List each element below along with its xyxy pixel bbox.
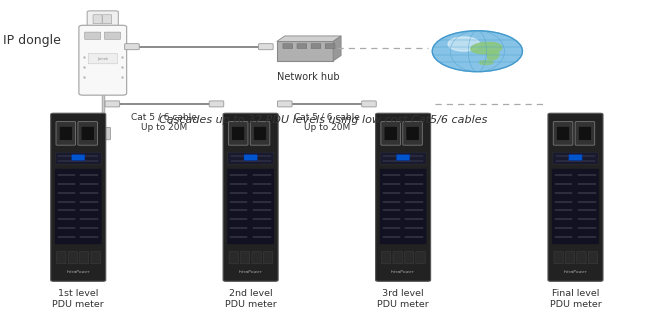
FancyBboxPatch shape	[81, 126, 94, 141]
FancyBboxPatch shape	[578, 126, 591, 141]
FancyBboxPatch shape	[95, 128, 111, 140]
FancyBboxPatch shape	[80, 252, 89, 264]
Ellipse shape	[479, 60, 493, 64]
Ellipse shape	[471, 42, 502, 54]
Text: IntraPower: IntraPower	[391, 270, 415, 274]
FancyBboxPatch shape	[56, 252, 66, 264]
FancyBboxPatch shape	[68, 252, 78, 264]
FancyBboxPatch shape	[244, 155, 257, 160]
FancyBboxPatch shape	[396, 155, 410, 160]
Text: Network hub: Network hub	[277, 72, 339, 82]
FancyBboxPatch shape	[575, 122, 595, 145]
FancyBboxPatch shape	[569, 155, 582, 160]
FancyBboxPatch shape	[375, 113, 431, 281]
FancyBboxPatch shape	[361, 101, 376, 107]
FancyBboxPatch shape	[404, 252, 414, 264]
FancyBboxPatch shape	[552, 169, 599, 244]
FancyBboxPatch shape	[393, 252, 402, 264]
Polygon shape	[276, 36, 341, 41]
FancyBboxPatch shape	[79, 25, 127, 95]
Circle shape	[448, 37, 479, 51]
FancyBboxPatch shape	[55, 152, 101, 165]
Circle shape	[432, 31, 522, 72]
Text: IntraPower: IntraPower	[239, 270, 263, 274]
Text: IntraPower: IntraPower	[66, 270, 90, 274]
Text: 1st level
PDU meter: 1st level PDU meter	[52, 289, 104, 309]
Circle shape	[432, 31, 522, 72]
FancyBboxPatch shape	[56, 122, 76, 145]
FancyBboxPatch shape	[125, 44, 139, 50]
FancyBboxPatch shape	[277, 101, 292, 107]
FancyBboxPatch shape	[384, 126, 397, 141]
FancyBboxPatch shape	[103, 15, 111, 24]
Ellipse shape	[487, 51, 499, 60]
FancyBboxPatch shape	[227, 152, 274, 165]
FancyBboxPatch shape	[241, 252, 250, 264]
FancyBboxPatch shape	[577, 252, 586, 264]
FancyBboxPatch shape	[276, 41, 333, 61]
Text: 2nd level
PDU meter: 2nd level PDU meter	[225, 289, 276, 309]
Text: Cat 5 / 6 cable
Up to 20M: Cat 5 / 6 cable Up to 20M	[131, 113, 198, 132]
FancyBboxPatch shape	[548, 113, 603, 281]
FancyBboxPatch shape	[403, 122, 422, 145]
Text: Cat 5 / 6 cable
Up to 20M: Cat 5 / 6 cable Up to 20M	[294, 113, 360, 132]
FancyBboxPatch shape	[406, 126, 419, 141]
FancyBboxPatch shape	[263, 252, 272, 264]
FancyBboxPatch shape	[88, 53, 117, 64]
Text: IntraPower: IntraPower	[564, 270, 587, 274]
FancyBboxPatch shape	[59, 126, 72, 141]
FancyBboxPatch shape	[78, 122, 97, 145]
Text: IP dongle: IP dongle	[3, 34, 61, 47]
FancyBboxPatch shape	[588, 252, 597, 264]
FancyBboxPatch shape	[93, 15, 102, 24]
Text: 3rd level
PDU meter: 3rd level PDU meter	[377, 289, 429, 309]
FancyBboxPatch shape	[50, 113, 105, 281]
FancyBboxPatch shape	[227, 169, 274, 244]
FancyBboxPatch shape	[381, 122, 400, 145]
FancyBboxPatch shape	[259, 44, 273, 50]
FancyBboxPatch shape	[552, 152, 599, 165]
FancyBboxPatch shape	[54, 169, 102, 244]
FancyBboxPatch shape	[325, 44, 335, 49]
FancyBboxPatch shape	[416, 252, 425, 264]
FancyBboxPatch shape	[253, 126, 267, 141]
FancyBboxPatch shape	[380, 152, 426, 165]
FancyBboxPatch shape	[556, 126, 570, 141]
FancyBboxPatch shape	[554, 252, 563, 264]
FancyBboxPatch shape	[105, 101, 119, 107]
FancyBboxPatch shape	[72, 155, 85, 160]
Text: Final level
PDU meter: Final level PDU meter	[550, 289, 601, 309]
FancyBboxPatch shape	[566, 252, 575, 264]
FancyBboxPatch shape	[228, 122, 248, 145]
FancyBboxPatch shape	[223, 113, 278, 281]
FancyBboxPatch shape	[381, 252, 391, 264]
FancyBboxPatch shape	[229, 252, 239, 264]
FancyBboxPatch shape	[105, 32, 121, 39]
FancyBboxPatch shape	[553, 122, 573, 145]
Polygon shape	[333, 36, 341, 61]
FancyBboxPatch shape	[252, 252, 261, 264]
FancyBboxPatch shape	[297, 44, 307, 49]
FancyBboxPatch shape	[250, 122, 270, 145]
FancyBboxPatch shape	[379, 169, 427, 244]
FancyBboxPatch shape	[311, 44, 321, 49]
FancyBboxPatch shape	[283, 44, 292, 49]
Text: Cascades up to 32 PDU levels using low cost Cat5/6 cables: Cascades up to 32 PDU levels using low c…	[159, 115, 487, 125]
FancyBboxPatch shape	[91, 252, 100, 264]
FancyBboxPatch shape	[85, 32, 101, 39]
Text: Jantek: Jantek	[97, 57, 108, 61]
FancyBboxPatch shape	[231, 126, 245, 141]
FancyBboxPatch shape	[210, 101, 224, 107]
FancyBboxPatch shape	[87, 11, 118, 28]
